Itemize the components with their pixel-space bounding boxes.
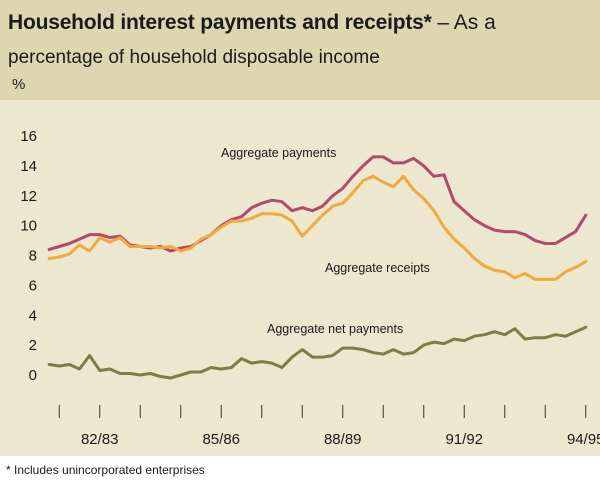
y-tick-label-12: 12	[20, 188, 37, 205]
label-aggregate-payments: Aggregate payments	[221, 146, 336, 160]
chart-title-bold: Household interest payments and receipts…	[8, 11, 432, 34]
y-tick-label-6: 6	[29, 277, 37, 294]
x-tick-label-82-83: 82/83	[81, 431, 119, 448]
y-tick-label-2: 2	[29, 337, 37, 354]
y-tick-label-8: 8	[29, 248, 37, 265]
x-tick-label-85-86: 85/86	[202, 431, 240, 448]
x-tick-label-91-92: 91/92	[445, 431, 483, 448]
y-axis-unit: %	[12, 76, 26, 93]
label-aggregate-receipts: Aggregate receipts	[325, 261, 430, 275]
series-line-aggregate-net-payments	[47, 325, 588, 380]
plot-panel	[0, 100, 600, 456]
chart-title: Household interest payments and receipts…	[8, 10, 593, 36]
y-tick-label-4: 4	[29, 307, 37, 324]
x-tick-label-88-89: 88/89	[324, 431, 362, 448]
y-tick-label-0: 0	[29, 367, 37, 384]
series-line-aggregate-payments	[47, 155, 588, 253]
y-tick-label-10: 10	[20, 218, 37, 235]
chart-title-rest: – As a	[431, 11, 496, 34]
y-tick-label-14: 14	[20, 158, 37, 175]
title-panel	[0, 0, 600, 100]
label-aggregate-net-payments: Aggregate net payments	[267, 322, 403, 336]
series-line-aggregate-receipts	[47, 174, 588, 281]
x-tick-label-94-95: 94/95	[567, 431, 600, 448]
footnote: * Includes unincorporated enterprises	[6, 463, 205, 477]
y-tick-label-16: 16	[20, 128, 37, 145]
chart-subtitle: percentage of household disposable incom…	[8, 47, 380, 68]
